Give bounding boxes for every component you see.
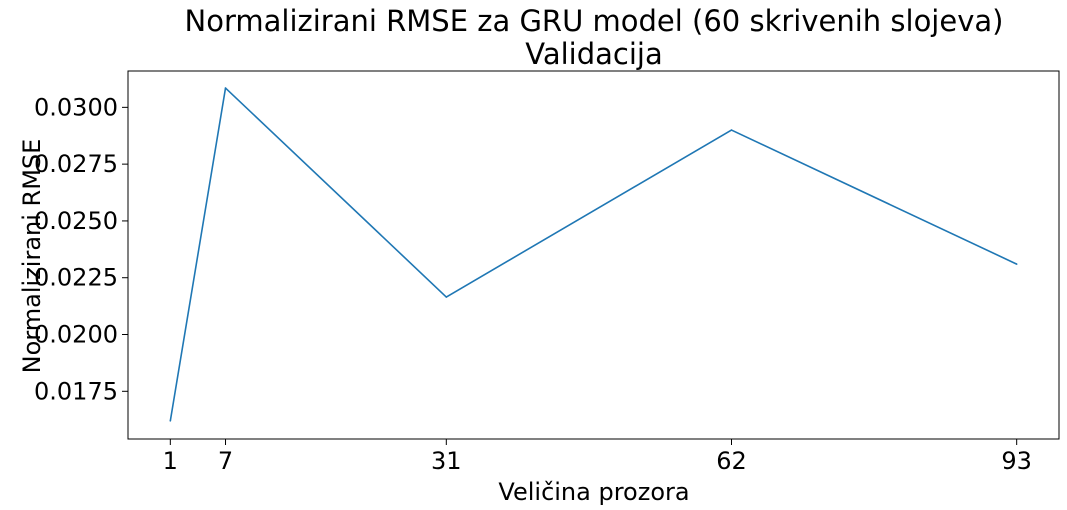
y-tick-label: 0.0275 (34, 150, 118, 178)
x-axis: 1 7 31 62 93 (163, 439, 1032, 475)
data-point (224, 87, 227, 89)
series-group (169, 87, 1018, 422)
y-tick-label: 0.0175 (34, 377, 118, 405)
x-tick-label: 1 (163, 447, 178, 475)
x-tick-label: 31 (431, 447, 462, 475)
chart-title: Normalizirani RMSE za GRU model (60 skri… (185, 4, 1004, 38)
y-axis-label: Normalizirani RMSE (18, 139, 46, 374)
chart-subtitle: Validacija (525, 37, 662, 71)
plot-area-frame (127, 70, 1060, 440)
data-point (169, 420, 172, 422)
data-point (445, 296, 448, 298)
y-tick-label: 0.0250 (34, 207, 118, 235)
data-point (730, 129, 733, 131)
x-axis-label: Veličina prozora (498, 478, 689, 506)
y-tick-label: 0.0300 (34, 93, 118, 121)
y-tick-label: 0.0200 (34, 321, 118, 349)
y-tick-label: 0.0225 (34, 264, 118, 292)
data-point (1015, 263, 1018, 265)
x-tick-label: 62 (716, 447, 747, 475)
y-axis: 0.0175 0.0200 0.0225 0.0250 0.0275 0.0300 (34, 93, 128, 405)
x-tick-label: 93 (1001, 447, 1032, 475)
x-tick-label: 7 (218, 447, 233, 475)
series-line (169, 87, 1018, 421)
